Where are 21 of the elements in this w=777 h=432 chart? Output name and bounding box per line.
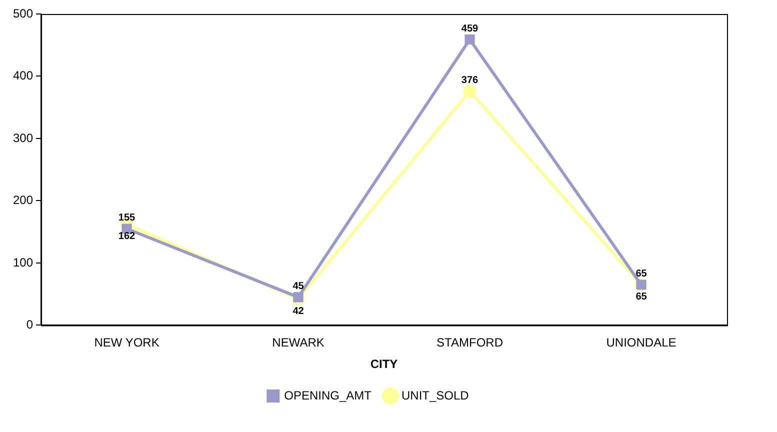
legend-label: UNIT_SOLD <box>402 388 470 402</box>
x-tick-label: STAMFORD <box>436 336 504 350</box>
y-tick-label: 0 <box>26 318 34 332</box>
y-tick-label: 100 <box>12 255 34 270</box>
y-tick-label: 200 <box>12 193 34 208</box>
x-tick-label: UNIONDALE <box>606 336 676 350</box>
legend-label: OPENING_AMT <box>284 388 372 402</box>
data-label: 65 <box>636 291 648 302</box>
data-label: 459 <box>461 23 479 34</box>
x-tick-label: NEW YORK <box>94 336 160 350</box>
y-tick-label: 500 <box>12 6 34 20</box>
data-label: 162 <box>118 231 136 242</box>
data-label: 155 <box>118 212 136 224</box>
x-axis-title: CITY <box>370 357 398 372</box>
data-label: 42 <box>292 306 304 317</box>
data-label: 45 <box>292 280 304 292</box>
y-tick-label: 400 <box>12 68 34 83</box>
y-tick-label: 300 <box>12 130 34 145</box>
data-label: 65 <box>636 268 648 280</box>
x-tick-label: NEWARK <box>272 336 324 350</box>
data-label: 376 <box>461 74 479 86</box>
